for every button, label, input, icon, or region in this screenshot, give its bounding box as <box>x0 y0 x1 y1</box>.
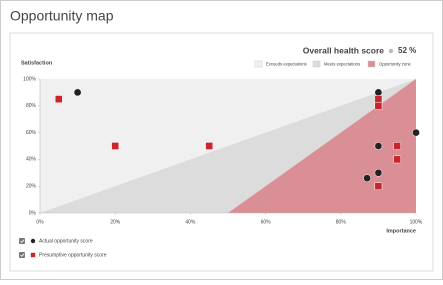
score-label: Overall health score <box>303 45 385 55</box>
presumptive-point <box>374 95 383 103</box>
x-tick-label: 40% <box>185 219 196 225</box>
y-tick-label: 20% <box>26 184 37 190</box>
y-tick-label: 60% <box>26 130 37 136</box>
x-tick-label: 100% <box>410 219 423 225</box>
x-tick-label: 0% <box>36 219 44 225</box>
presumptive-point <box>374 101 383 110</box>
legend-label: Actual opportunity score <box>39 238 93 244</box>
actual-point <box>374 142 383 150</box>
x-tick-label: 60% <box>261 219 272 225</box>
series-checkbox[interactable] <box>19 252 25 258</box>
y-tick-label: 0% <box>29 210 37 216</box>
presumptive-point <box>205 142 214 150</box>
legend-swatch <box>312 60 321 68</box>
presumptive-point <box>374 182 383 191</box>
presumptive-point <box>54 95 63 103</box>
x-tick-label: 80% <box>336 219 347 225</box>
actual-point <box>374 88 383 97</box>
actual-point <box>73 88 82 97</box>
legend-swatch <box>254 60 263 68</box>
page-title: Opportunity map <box>10 8 114 24</box>
legend-label: Meets expectations <box>324 62 360 67</box>
presumptive-point <box>393 142 402 150</box>
legend-label: Presumptive opportunity score <box>39 252 107 258</box>
presumptive-point <box>111 142 120 150</box>
y-tick-label: 40% <box>26 157 37 163</box>
x-tick-label: 20% <box>110 219 121 225</box>
score-indicator <box>388 48 394 54</box>
legend-marker <box>30 252 36 258</box>
score-value: 52 % <box>398 46 416 55</box>
actual-point <box>412 128 420 137</box>
actual-point <box>363 174 371 183</box>
legend-label: Opportunity zone <box>379 62 412 67</box>
y-tick-label: 80% <box>26 103 37 109</box>
legend-label: Exceeds expectations <box>266 62 307 67</box>
legend-marker <box>30 238 36 244</box>
checkmark <box>20 253 25 257</box>
series-checkbox[interactable] <box>19 238 25 244</box>
legend-swatch <box>367 60 376 68</box>
y-axis-label: Satisfaction <box>21 60 53 66</box>
checkmark <box>20 239 25 243</box>
actual-point <box>374 168 383 177</box>
presumptive-point <box>393 155 402 164</box>
x-axis-label: Importance <box>386 228 416 234</box>
y-tick-label: 100% <box>23 76 36 82</box>
